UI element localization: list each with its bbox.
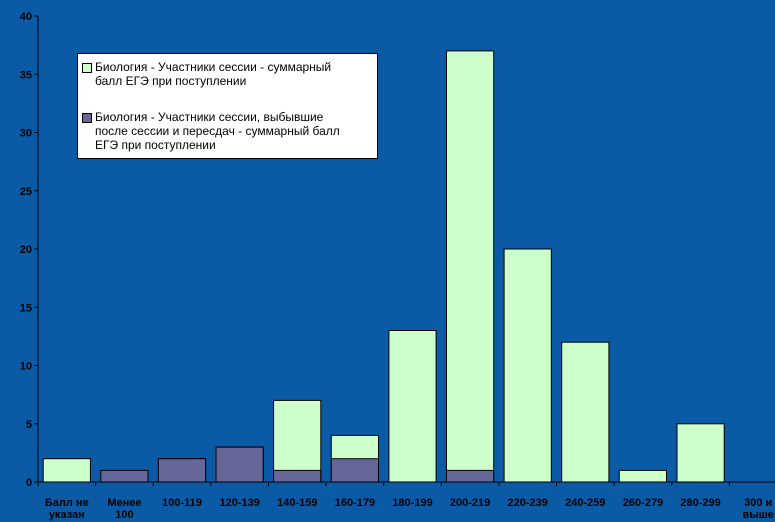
y-tick-label: 10: [20, 361, 32, 373]
bar-series-1: [503, 248, 552, 483]
y-tick-label: 0: [26, 477, 32, 489]
x-tick-label: 180-199: [392, 497, 432, 509]
y-tick-label: 5: [26, 419, 32, 431]
bar-series-1: [42, 458, 91, 483]
bar-series-1: [273, 399, 322, 483]
bar-series-2: [273, 469, 322, 483]
bar-series-2: [330, 458, 379, 483]
x-tick-label: 120-139: [220, 497, 260, 509]
y-tick-label: 20: [20, 244, 32, 256]
legend-label-series-1: Биология - Участники сессии - суммарный …: [95, 60, 371, 88]
legend-swatch-series-1: [82, 63, 92, 73]
x-tick-label: 240-259: [565, 497, 605, 509]
y-tick-label: 25: [20, 186, 32, 198]
legend-line: ЕГЭ при поступлении: [95, 138, 216, 152]
legend-label-series-2: Биология - Участники сессии, выбывшие по…: [95, 110, 371, 152]
x-tick-label: 200-219: [450, 497, 490, 509]
bar-series-2: [215, 446, 264, 483]
bar-series-1: [618, 469, 667, 483]
x-tick-label: Менее 100: [107, 497, 141, 521]
legend: Биология - Участники сессии - суммарный …: [77, 53, 378, 159]
legend-line: Биология - Участники сессии - суммарный: [95, 60, 332, 74]
legend-line: балл ЕГЭ при поступлении: [95, 74, 247, 88]
legend-line: Биология - Участники сессии, выбывшие: [95, 110, 324, 124]
x-tick-label: 160-179: [335, 497, 375, 509]
y-tick-label: 40: [20, 11, 32, 23]
legend-entry-series-1: Биология - Участники сессии - суммарный …: [82, 60, 371, 88]
x-tick-label: 260-279: [623, 497, 663, 509]
bar-series-2: [446, 469, 495, 483]
legend-swatch-series-2: [82, 113, 92, 123]
x-tick-label: 100-119: [162, 497, 202, 509]
x-tick-label: 220-239: [508, 497, 548, 509]
y-tick-label: 15: [20, 302, 32, 314]
legend-entry-series-2: Биология - Участники сессии, выбывшие по…: [82, 110, 371, 152]
y-tick-label: 30: [20, 128, 32, 140]
bar-series-1: [676, 423, 725, 483]
x-tick-label: 140-159: [277, 497, 317, 509]
bar-series-1: [446, 50, 495, 483]
y-tick-label: 35: [20, 69, 32, 81]
bar-series-1: [561, 341, 610, 483]
x-tick-label: Балл не указан: [45, 497, 89, 521]
bar-series-1: [388, 330, 437, 483]
bar-series-2: [100, 469, 149, 483]
x-tick-label: 280-299: [680, 497, 720, 509]
legend-line: после сессии и пересдач - суммарный балл: [95, 124, 340, 138]
x-tick-label: 300 и выше: [742, 497, 773, 521]
bar-series-2: [157, 458, 207, 483]
